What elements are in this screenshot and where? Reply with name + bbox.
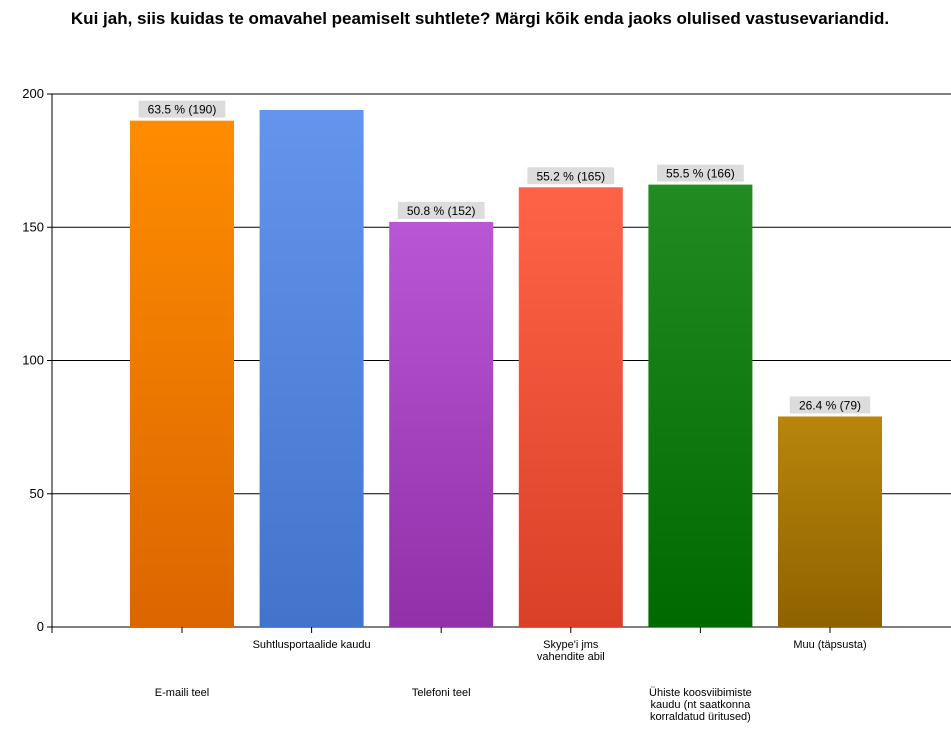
- bar-3: [389, 222, 493, 627]
- y-tick-label: 200: [22, 86, 44, 101]
- y-tick-label: 50: [30, 486, 44, 501]
- data-label-5: 55.5 % (166): [666, 167, 735, 181]
- category-label-3: Telefoni teel: [412, 687, 471, 699]
- y-tick-label: 100: [22, 353, 44, 368]
- bar-2: [260, 110, 364, 627]
- bar-1: [130, 121, 234, 627]
- data-label-4: 55.2 % (165): [536, 169, 605, 183]
- data-label-6: 26.4 % (79): [799, 398, 861, 412]
- bar-5: [648, 185, 752, 627]
- y-tick-label: 150: [22, 219, 44, 234]
- y-tick-label: 0: [37, 619, 44, 634]
- bar-6: [778, 416, 882, 627]
- category-label-4: Skype'i jms vahendite abil: [537, 639, 605, 663]
- data-label-3: 50.8 % (152): [407, 204, 476, 218]
- data-labels: 63.5 % (190) 50.8 % (152) 55.2 % (165) 55.5…: [139, 101, 871, 414]
- category-label-1: E-maili teel: [155, 687, 209, 699]
- bars: [130, 110, 882, 627]
- bar-4: [519, 187, 623, 627]
- category-label-6: Muu (täpsusta): [793, 639, 866, 651]
- category-labels: E-maili teel Suhtlusportaalide kaudu Telef…: [155, 639, 867, 723]
- y-tick-labels: 0 50 100 150 200: [22, 86, 44, 634]
- category-label-5: Ühiste koosviibimiste kaudu (nt saatkonna…: [649, 687, 752, 723]
- category-label-2: Suhtlusportaalide kaudu: [253, 639, 371, 651]
- data-label-1: 63.5 % (190): [148, 103, 217, 117]
